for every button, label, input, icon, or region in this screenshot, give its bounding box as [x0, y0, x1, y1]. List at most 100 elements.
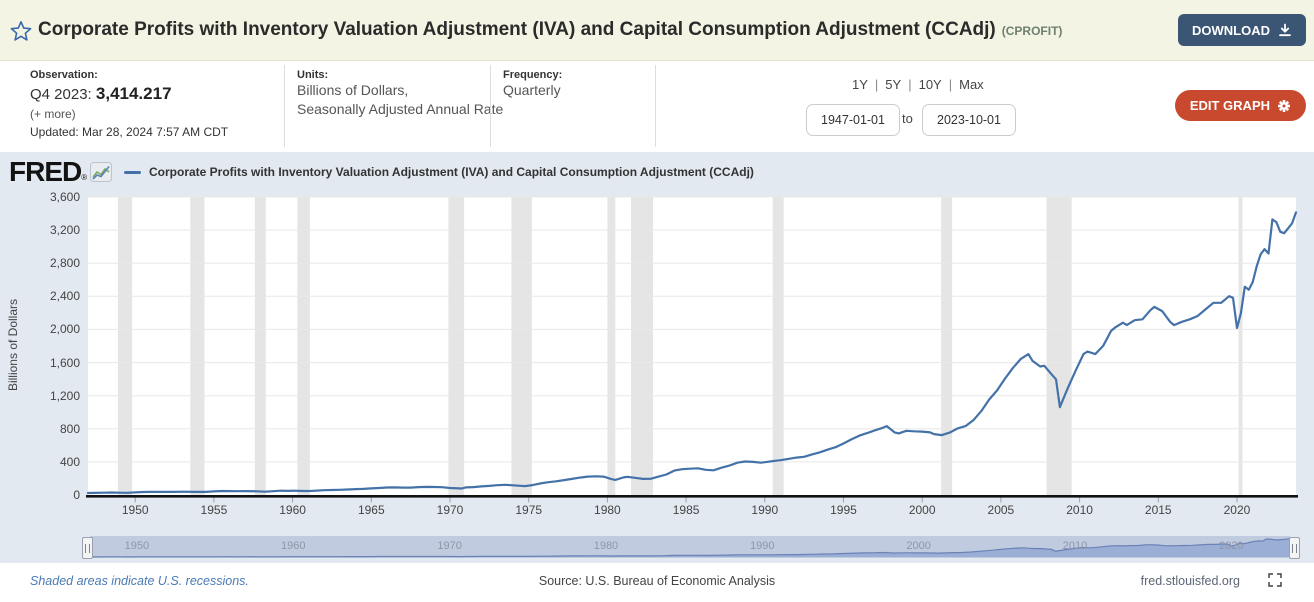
y-tick-label: 3,200 [49, 223, 80, 238]
plot-background [88, 197, 1296, 495]
divider [655, 65, 656, 147]
page-header: Corporate Profits with Inventory Valuati… [0, 0, 1314, 61]
recession-band [1238, 197, 1243, 495]
legend-line-swatch [124, 170, 141, 174]
download-button[interactable]: DOWNLOAD [1178, 14, 1306, 46]
x-tick-label: 1965 [357, 503, 385, 517]
recession-note-link[interactable]: Shaded areas indicate U.S. recessions. [30, 574, 249, 588]
navigator-right-handle[interactable] [1289, 537, 1300, 559]
x-tick-label: 1985 [672, 503, 700, 517]
navigator-left-handle[interactable] [82, 537, 93, 559]
navigator-decade-label: 1980 [593, 540, 619, 552]
x-tick-label: 1990 [751, 503, 779, 517]
series-title: Corporate Profits with Inventory Valuati… [38, 19, 996, 40]
recession-band [941, 197, 953, 495]
observation-value: 3,414.217 [95, 84, 172, 103]
frequency-value: Quarterly [503, 82, 561, 98]
navigator-area-chart [90, 537, 1291, 558]
navigator-decade-label: 1990 [750, 540, 775, 552]
recession-band [772, 197, 784, 495]
grip-icon [1292, 543, 1297, 553]
x-tick-label: 1960 [279, 503, 306, 517]
navigator-decade-label: 1970 [437, 540, 462, 552]
updated-timestamp: Updated: Mar 28, 2024 7:57 AM CDT [30, 125, 229, 139]
fullscreen-icon[interactable] [1268, 573, 1282, 587]
units-panel: Units: Billions of Dollars, Seasonally A… [297, 69, 503, 119]
divider [490, 65, 491, 147]
range-option-separator: | [908, 77, 912, 92]
x-tick-label: 2000 [908, 503, 936, 517]
download-icon [1279, 23, 1291, 37]
y-tick-label: 400 [59, 454, 80, 469]
series-id-badge: (CPROFIT) [1001, 24, 1063, 38]
range-option-separator: | [874, 77, 879, 92]
registered-mark: ® [81, 173, 88, 182]
x-tick-label: 1970 [436, 503, 464, 517]
y-tick-label: 2,000 [49, 322, 80, 337]
y-tick-label: 1,200 [49, 388, 80, 403]
units-value-line1: Billions of Dollars, [297, 82, 409, 98]
page-title: Corporate Profits with Inventory Valuati… [38, 19, 1062, 41]
chart-legend: Corporate Profits with Inventory Valuati… [124, 165, 754, 179]
recession-band [511, 197, 532, 495]
y-tick-label: 800 [59, 421, 80, 436]
favorite-star-icon[interactable] [10, 20, 32, 42]
x-tick-label: 1995 [830, 503, 857, 517]
frequency-panel: Frequency: Quarterly [503, 69, 562, 100]
x-tick-label: 1950 [121, 503, 149, 517]
download-button-label: DOWNLOAD [1192, 22, 1270, 38]
range-navigator[interactable]: 1950 1960 1970 1980 1990 2000 2010 2020 [90, 536, 1291, 558]
x-axis-line [86, 495, 1298, 498]
y-tick-label: 2,800 [49, 256, 80, 271]
navigator-line [90, 537, 1291, 558]
recession-band [190, 197, 205, 495]
range-option-1y[interactable]: 1Y [852, 77, 868, 92]
recession-band [1046, 197, 1072, 495]
x-tick-label: 1975 [515, 503, 543, 517]
units-value-line2: Seasonally Adjusted Annual Rate [297, 101, 504, 117]
x-tick-label: 1955 [200, 503, 228, 517]
navigator-decade-label: 1950 [124, 540, 150, 552]
y-tick-label: 1,600 [49, 355, 80, 370]
recession-band [631, 197, 653, 495]
range-selector: 1Y | 5Y | 10Y | Max [852, 77, 984, 92]
recession-band [448, 197, 465, 495]
grip-icon [85, 543, 90, 553]
fred-site-link[interactable]: fred.stlouisfed.org [1140, 574, 1240, 588]
fred-logo-chart-icon [90, 162, 113, 182]
recession-band [607, 197, 616, 495]
date-range-to-label: to [902, 111, 913, 126]
end-date-input[interactable] [922, 104, 1016, 136]
graph-controls-bar: Observation: Q4 2023: 3,414.217 (+ more)… [0, 61, 1314, 152]
range-option-separator: | [948, 77, 953, 92]
navigator-decade-label: 2010 [1062, 540, 1088, 552]
navigator-decade-label: 2020 [1219, 540, 1244, 552]
edit-graph-label: EDIT GRAPH [1189, 98, 1270, 113]
y-tick-label: 2,400 [49, 289, 80, 304]
range-option-10y[interactable]: 10Y [918, 77, 942, 92]
units-label: Units: [297, 69, 329, 81]
y-tick-label: 0 [73, 488, 80, 502]
frequency-label: Frequency: [503, 69, 563, 81]
observation-period: Q4 2023: [30, 86, 92, 103]
fred-logo[interactable]: FRED ® [9, 156, 113, 187]
divider [284, 65, 285, 147]
recession-band [297, 197, 310, 495]
y-tick-label: 3,600 [49, 190, 80, 204]
start-date-input[interactable] [806, 104, 900, 136]
observation-label: Observation: [30, 69, 98, 81]
series-line [86, 211, 1298, 495]
recession-band [117, 197, 133, 495]
legend-series-label[interactable]: Corporate Profits with Inventory Valuati… [149, 165, 754, 179]
edit-graph-button[interactable]: EDIT GRAPH [1174, 90, 1306, 121]
main-chart-plot[interactable] [0, 152, 1314, 563]
range-option-5y[interactable]: 5Y [885, 77, 902, 92]
source-attribution: Source: U.S. Bureau of Economic Analysis [538, 574, 776, 588]
range-option-max[interactable]: Max [959, 77, 984, 92]
chart-footer: Shaded areas indicate U.S. recessions. S… [0, 563, 1314, 602]
more-observations-link[interactable]: (+ more) [30, 107, 76, 121]
chart-area: FRED ® Corporate Profits with Inventory V… [0, 152, 1314, 563]
fred-logo-text: FRED [9, 156, 82, 187]
navigator-area [90, 538, 1290, 557]
x-tick-label: 2005 [987, 503, 1015, 517]
